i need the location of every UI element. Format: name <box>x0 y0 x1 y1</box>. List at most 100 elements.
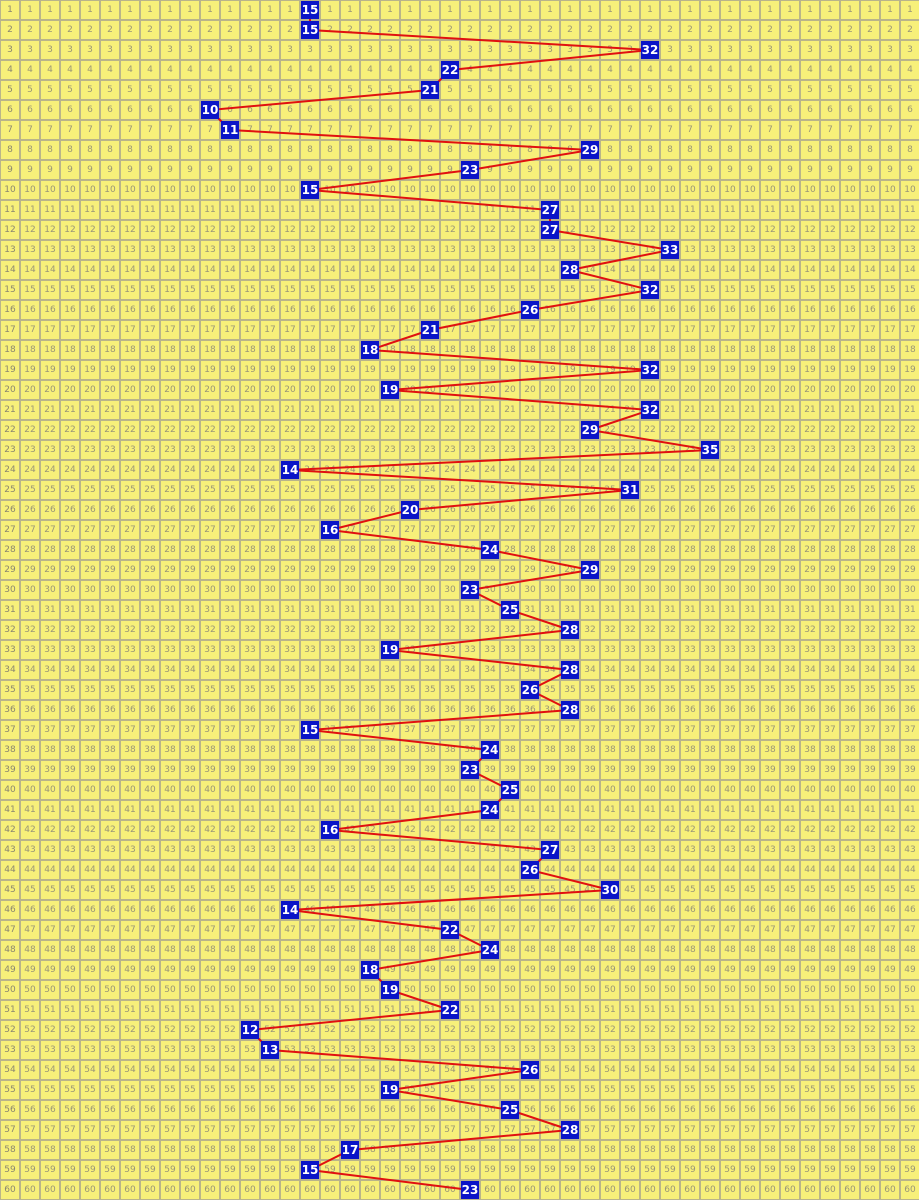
cell-number: 31 <box>724 605 735 615</box>
cell-number: 6 <box>127 105 133 115</box>
cell-number: 15 <box>104 285 115 295</box>
cell-number: 49 <box>524 965 536 975</box>
cell-number: 45 <box>644 885 655 895</box>
cell-number: 50 <box>624 985 636 995</box>
cell-number: 30 <box>424 585 436 595</box>
cell-number: 2 <box>647 25 653 35</box>
cell-number: 38 <box>664 745 676 755</box>
cell-number: 40 <box>644 785 656 795</box>
cell-number: 27 <box>524 525 535 535</box>
cell-number: 24 <box>764 465 776 475</box>
cell-number: 40 <box>64 785 76 795</box>
cell-number: 1 <box>907 5 913 15</box>
cell-number: 9 <box>627 165 633 175</box>
cell-number: 35 <box>544 685 555 695</box>
cell <box>560 0 580 20</box>
cell-number: 44 <box>204 865 216 875</box>
cell-number: 4 <box>887 65 893 75</box>
cell-number: 7 <box>787 125 793 135</box>
cell-number: 38 <box>524 745 536 755</box>
cell-number: 34 <box>224 665 236 675</box>
cell-number: 19 <box>364 365 376 375</box>
cell <box>820 40 840 60</box>
cell-number: 9 <box>747 165 753 175</box>
cell-number: 50 <box>264 985 276 995</box>
cell-number: 40 <box>444 785 456 795</box>
cell <box>240 20 260 40</box>
cell-number: 38 <box>344 745 356 755</box>
cell-number: 10 <box>524 185 536 195</box>
cell-number: 20 <box>144 385 156 395</box>
row-label: 30 <box>4 585 16 595</box>
cell-number: 20 <box>244 385 256 395</box>
cell-number: 21 <box>124 405 135 415</box>
cell-number: 16 <box>684 305 696 315</box>
cell-number: 27 <box>824 525 835 535</box>
cell-number: 53 <box>444 1045 455 1055</box>
cell-number: 17 <box>764 325 775 335</box>
cell-number: 52 <box>764 1025 775 1035</box>
cell-number: 31 <box>224 605 235 615</box>
cell-number: 13 <box>624 245 635 255</box>
cell-number: 22 <box>764 425 775 435</box>
cell-number: 36 <box>264 705 276 715</box>
cell-number: 15 <box>404 285 415 295</box>
cell-number: 2 <box>567 25 573 35</box>
cell-number: 43 <box>524 845 535 855</box>
cell <box>300 60 320 80</box>
cell-number: 10 <box>484 185 496 195</box>
cell-number: 14 <box>444 265 456 275</box>
cell-number: 15 <box>564 285 575 295</box>
cell-number: 6 <box>487 105 493 115</box>
cell-number: 32 <box>244 625 255 635</box>
cell-number: 4 <box>247 65 253 75</box>
cell-number: 7 <box>67 125 73 135</box>
cell-number: 51 <box>884 1005 895 1015</box>
cell-number: 25 <box>464 485 475 495</box>
cell-number: 38 <box>244 745 256 755</box>
cell-number: 32 <box>284 625 295 635</box>
cell-number: 51 <box>464 1005 475 1015</box>
cell-number: 42 <box>604 825 615 835</box>
cell-number: 55 <box>824 1085 835 1095</box>
cell-number: 53 <box>484 1045 495 1055</box>
cell-number: 44 <box>104 865 116 875</box>
cell-number: 47 <box>124 925 135 935</box>
cell-number: 2 <box>467 25 473 35</box>
cell-number: 12 <box>584 225 595 235</box>
cell-number: 27 <box>204 525 215 535</box>
cell-number: 25 <box>124 485 135 495</box>
cell-number: 41 <box>904 805 915 815</box>
cell-number: 3 <box>287 45 293 55</box>
cell-number: 40 <box>144 785 156 795</box>
cell-number: 47 <box>544 925 555 935</box>
cell-number: 48 <box>644 945 656 955</box>
cell-number: 29 <box>504 565 516 575</box>
cell <box>460 80 480 100</box>
cell-number: 37 <box>584 725 595 735</box>
cell-number: 43 <box>484 845 495 855</box>
cell-number: 18 <box>224 345 236 355</box>
row-label: 26 <box>4 505 16 515</box>
cell-number: 45 <box>64 885 75 895</box>
cell <box>540 20 560 40</box>
cell-number: 53 <box>204 1045 215 1055</box>
cell-number: 53 <box>884 1045 895 1055</box>
cell-number: 43 <box>804 845 815 855</box>
cell-number: 49 <box>584 965 596 975</box>
cell-number: 52 <box>344 1025 355 1035</box>
cell-number: 51 <box>124 1005 135 1015</box>
cell-number: 42 <box>224 825 235 835</box>
cell-number: 46 <box>804 905 816 915</box>
cell-number: 19 <box>344 365 356 375</box>
cell-number: 13 <box>524 245 535 255</box>
cell-number: 36 <box>204 705 216 715</box>
cell-number: 3 <box>227 45 233 55</box>
cell-number: 16 <box>764 305 776 315</box>
cell-number: 2 <box>547 25 553 35</box>
cell-number: 12 <box>64 225 75 235</box>
row-label: 23 <box>4 445 15 455</box>
cell-number: 35 <box>264 685 275 695</box>
cell-number: 48 <box>724 945 736 955</box>
cell-number: 10 <box>784 185 796 195</box>
